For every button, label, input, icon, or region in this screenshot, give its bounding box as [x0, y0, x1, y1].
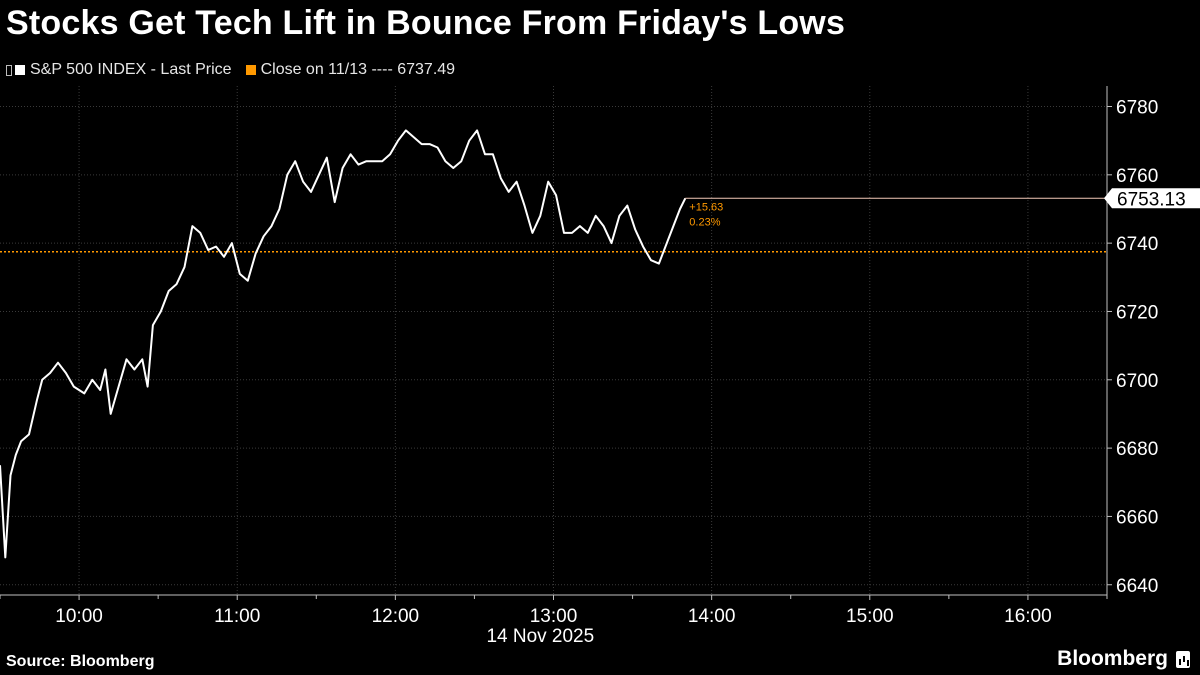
legend-item-close: Close on 11/13 ---- 6737.49 — [245, 61, 456, 79]
y-tick-label: 6640 — [1116, 576, 1158, 597]
chart-icon — [1176, 650, 1190, 668]
x-tick-label: 15:00 — [846, 606, 894, 627]
x-tick-label: 16:00 — [1004, 606, 1052, 627]
source-note: Source: Bloomberg — [6, 653, 155, 670]
legend-toggle-icon[interactable] — [6, 64, 12, 76]
legend-label-price: S&P 500 INDEX - Last Price — [30, 61, 232, 78]
x-tick-label: 14:00 — [688, 606, 736, 627]
y-tick-label: 6680 — [1116, 439, 1158, 460]
change-pct-label: 0.23% — [689, 216, 720, 228]
y-tick-label: 6760 — [1116, 166, 1158, 187]
x-tick-label: 10:00 — [55, 606, 103, 627]
y-tick-label: 6660 — [1116, 507, 1158, 528]
bloomberg-logo: Bloomberg — [1057, 647, 1190, 671]
legend-swatch-price — [15, 65, 25, 75]
last-price-badge — [1104, 188, 1200, 209]
chart-legend: S&P 500 INDEX - Last Price Close on 11/1… — [6, 61, 469, 79]
y-tick-label: 6720 — [1116, 302, 1158, 323]
x-tick-label: 13:00 — [530, 606, 578, 627]
last-price-label: 6753.13 — [1117, 189, 1186, 210]
legend-item-price: S&P 500 INDEX - Last Price — [15, 61, 232, 79]
y-tick-label: 6740 — [1116, 234, 1158, 255]
brand-name: Bloomberg — [1057, 647, 1168, 670]
legend-swatch-close — [245, 65, 256, 75]
x-tick-label: 11:00 — [214, 606, 260, 627]
x-tick-label: 12:00 — [372, 606, 420, 627]
price-series-line — [0, 129, 687, 559]
y-tick-label: 6700 — [1116, 371, 1158, 392]
chart-title: Stocks Get Tech Lift in Bounce From Frid… — [6, 4, 846, 42]
x-date-label: 14 Nov 2025 — [486, 626, 594, 647]
change-label: +15.63 — [689, 201, 723, 213]
y-tick-label: 6780 — [1116, 97, 1158, 118]
legend-label-close: Close on 11/13 ---- 6737.49 — [260, 61, 456, 78]
